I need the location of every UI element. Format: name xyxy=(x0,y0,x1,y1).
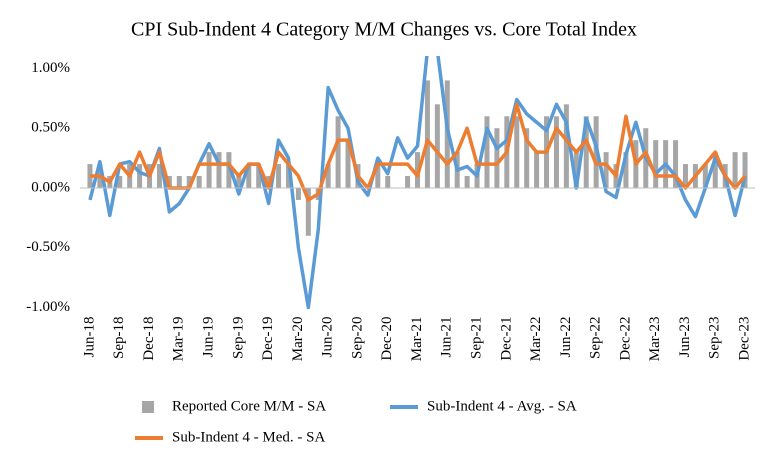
x-tick-label: Dec-22 xyxy=(617,317,633,361)
x-tick-label: Mar-19 xyxy=(171,317,187,362)
x-tick-label: Jun-18 xyxy=(81,317,97,358)
bar xyxy=(484,116,490,188)
bar xyxy=(335,116,341,188)
bar xyxy=(385,176,391,188)
x-tick-label: Sep-21 xyxy=(468,317,484,360)
bar xyxy=(534,152,540,188)
x-tick-label: Sep-19 xyxy=(230,317,246,360)
bar xyxy=(524,128,530,188)
y-tick-label: -1.00% xyxy=(26,299,70,315)
x-tick-label: Dec-18 xyxy=(141,317,157,361)
bar xyxy=(702,164,708,188)
y-tick-label: 0.50% xyxy=(31,120,70,136)
bar xyxy=(653,140,659,188)
x-tick-label: Jun-20 xyxy=(320,317,336,358)
bar xyxy=(285,164,291,188)
bar xyxy=(603,152,609,188)
x-tick-label: Jun-21 xyxy=(439,317,455,358)
x-tick-label: Sep-18 xyxy=(111,317,127,360)
plot-area xyxy=(87,56,748,309)
bar xyxy=(424,80,430,188)
x-tick-label: Jun-22 xyxy=(558,317,574,358)
bar xyxy=(186,176,192,188)
bar xyxy=(712,152,718,188)
bar xyxy=(216,152,222,188)
bar xyxy=(514,116,520,188)
bar xyxy=(256,164,262,188)
bar xyxy=(405,176,411,188)
legend-swatch xyxy=(142,401,154,413)
bar xyxy=(742,152,748,188)
x-tick-label: Dec-19 xyxy=(260,317,276,361)
bar xyxy=(732,152,738,188)
bar xyxy=(553,116,559,188)
bar xyxy=(583,116,589,188)
y-tick-label: -0.50% xyxy=(26,239,70,255)
bar xyxy=(434,104,440,188)
bar xyxy=(682,164,688,188)
legend-label: Sub-Indent 4 - Avg. - SA xyxy=(427,398,577,414)
x-tick-label: Sep-22 xyxy=(588,317,604,360)
bar xyxy=(375,164,381,188)
bar xyxy=(206,152,212,188)
bar xyxy=(176,176,182,188)
bar xyxy=(246,164,252,188)
bar xyxy=(236,176,242,188)
x-tick-label: Dec-20 xyxy=(379,317,395,361)
bar xyxy=(196,176,202,188)
bar xyxy=(117,176,123,188)
legend-label: Reported Core M/M - SA xyxy=(172,398,326,414)
x-tick-label: Jun-23 xyxy=(677,317,693,358)
bar xyxy=(464,176,470,188)
bar xyxy=(276,164,282,188)
x-tick-label: Mar-20 xyxy=(290,317,306,362)
bar xyxy=(305,187,311,236)
x-tick-label: Sep-23 xyxy=(707,317,723,360)
bar xyxy=(673,140,679,188)
x-tick-label: Mar-22 xyxy=(528,317,544,362)
x-tick-label: Mar-21 xyxy=(409,317,425,362)
y-tick-label: 0.00% xyxy=(31,179,70,195)
legend-label: Sub-Indent 4 - Med. - SA xyxy=(172,429,325,445)
bar xyxy=(573,152,579,188)
bar xyxy=(563,104,569,188)
bar xyxy=(325,164,331,188)
bar xyxy=(494,128,500,188)
bar xyxy=(345,140,351,188)
x-tick-label: Dec-21 xyxy=(498,317,514,361)
x-tick-label: Jun-19 xyxy=(201,317,217,358)
bar xyxy=(295,187,301,200)
x-tick-label: Mar-23 xyxy=(647,317,663,362)
x-tick-label: Dec-23 xyxy=(736,317,752,361)
x-tick-label: Sep-20 xyxy=(349,317,365,360)
bar xyxy=(137,164,143,188)
y-tick-label: 1.00% xyxy=(31,60,70,76)
line xyxy=(89,102,747,202)
bar xyxy=(156,164,162,188)
bar xyxy=(623,152,629,188)
chart-title: CPI Sub-Indent 4 Category M/M Changes vs… xyxy=(131,19,637,41)
bar xyxy=(226,152,232,188)
